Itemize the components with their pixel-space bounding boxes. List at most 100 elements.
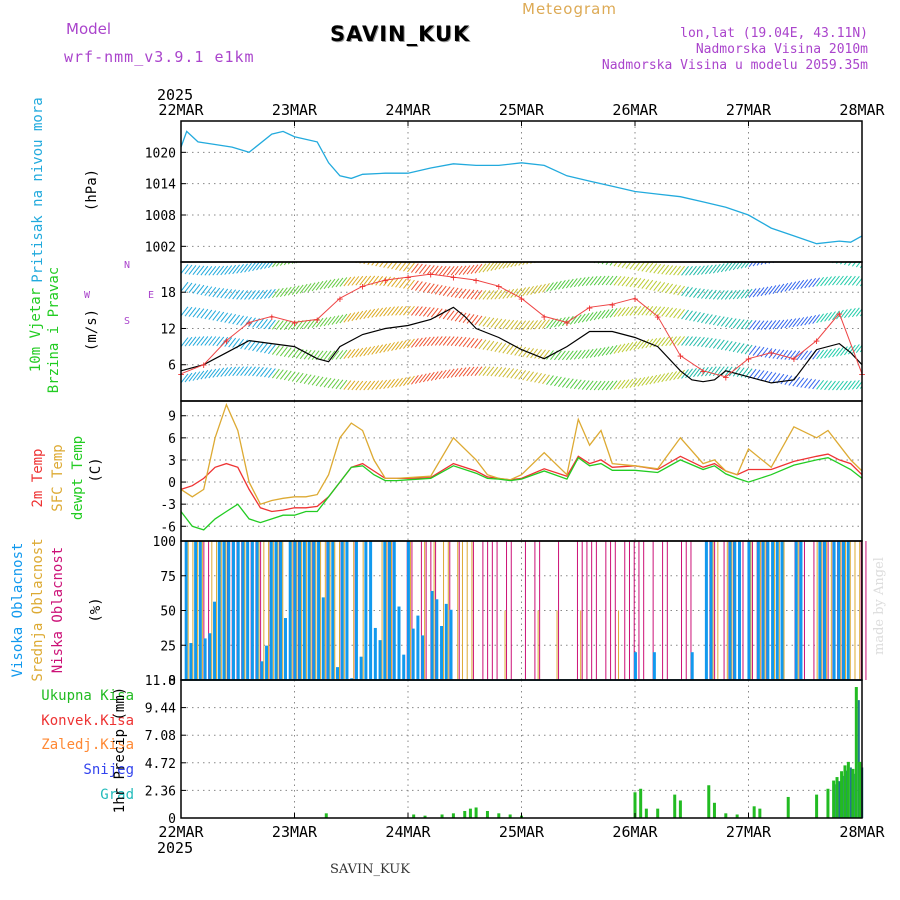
cloud-high-bar xyxy=(222,541,226,680)
wind-barb xyxy=(240,366,248,376)
wind-barb xyxy=(724,317,733,328)
wind-barb xyxy=(824,348,832,359)
precip-total-bar xyxy=(474,807,478,818)
wind-barb xyxy=(446,310,455,320)
cloud-high-bar xyxy=(246,541,250,680)
watermark: made by Angel xyxy=(872,557,887,655)
wind-barb xyxy=(474,263,483,274)
wind-barb xyxy=(554,317,562,328)
wind-barb xyxy=(550,281,558,292)
wind-barb xyxy=(502,343,511,354)
wind-barb xyxy=(744,319,753,330)
wind-barb xyxy=(466,366,475,377)
cloud-high-bar xyxy=(397,606,401,680)
wind-barb xyxy=(597,275,606,286)
y-tick-label: 3 xyxy=(168,454,176,469)
wind-barb xyxy=(323,279,332,290)
wind-barb xyxy=(824,276,832,286)
wind-barb xyxy=(855,344,862,353)
wind-barb xyxy=(554,280,562,291)
wind-barb xyxy=(561,279,570,289)
wind-barb xyxy=(565,378,574,389)
wind-barb xyxy=(387,262,394,269)
wind-barb xyxy=(712,263,721,274)
wind-barb xyxy=(228,366,237,377)
footer-station: SAVIN_KUK xyxy=(330,862,410,877)
cloud-high-bar xyxy=(227,541,231,680)
wind-barb xyxy=(780,349,789,360)
wind-barb xyxy=(422,336,431,347)
wind-barb xyxy=(609,344,618,355)
wind-barb xyxy=(279,287,288,297)
wind-barb xyxy=(450,368,459,378)
wind-barb xyxy=(414,306,423,316)
wind-barb xyxy=(434,285,443,295)
x-tick-bottom: 22MAR xyxy=(158,823,204,841)
wind-barb xyxy=(283,286,292,297)
wind-barb xyxy=(514,262,519,267)
wind-barb xyxy=(609,380,618,391)
wind-barb xyxy=(220,367,229,377)
cloud-high-bar xyxy=(364,541,368,680)
wind-barb xyxy=(716,263,725,273)
wind-barb xyxy=(323,316,332,327)
wind-barb xyxy=(224,313,233,323)
wind-barb xyxy=(359,347,368,357)
wind-barb xyxy=(851,380,860,390)
wind-barb xyxy=(506,319,515,330)
wind-barb xyxy=(546,253,553,262)
wind-barb xyxy=(248,340,256,351)
wind-barb xyxy=(665,307,674,318)
wind-barb xyxy=(665,336,674,347)
panel-frame xyxy=(180,400,863,542)
y-tick-label: 0 xyxy=(168,812,176,827)
wind-barb xyxy=(510,320,519,330)
wind-barb xyxy=(820,380,828,390)
wind-barb xyxy=(438,309,447,319)
wind-barb xyxy=(828,348,836,358)
wind-barb xyxy=(312,252,319,261)
wind-barb xyxy=(677,309,685,319)
model-label: Model xyxy=(66,20,112,38)
wind-barb xyxy=(732,367,741,377)
wind-barb xyxy=(629,341,638,351)
wind-barb xyxy=(450,265,459,276)
wind-barb xyxy=(518,370,527,380)
wind-barb xyxy=(200,308,209,319)
wind-barb xyxy=(458,312,467,323)
x-tick-top: 25MAR xyxy=(499,101,545,119)
cloud-high-bar xyxy=(780,541,784,680)
wind-barb xyxy=(181,373,189,384)
x-tick-bottom: 25MAR xyxy=(499,823,545,841)
wind-barb xyxy=(804,278,813,289)
wind-barb xyxy=(732,342,741,353)
wind-barb xyxy=(331,379,340,389)
wind-barb xyxy=(240,339,248,350)
wind-barb xyxy=(248,317,256,328)
cloud-high-bar xyxy=(250,541,254,680)
wind-barb xyxy=(522,347,531,358)
high-cloud-label: Visoka Oblacnost xyxy=(10,543,26,678)
wind-barb xyxy=(557,350,566,361)
wind-barb xyxy=(212,368,221,378)
wind-barb xyxy=(780,262,782,263)
wind-barb xyxy=(788,350,797,361)
wind-barb xyxy=(359,380,368,391)
wind-dir-s: S xyxy=(124,316,130,327)
pressure-unit: (hPa) xyxy=(84,169,100,211)
wind-barb xyxy=(557,317,566,327)
wind-barb xyxy=(502,319,511,330)
wind-barb xyxy=(760,286,769,297)
wind-barb xyxy=(236,315,245,326)
wind-barb xyxy=(295,284,304,295)
cloud-high-bar xyxy=(440,626,444,680)
wind-barb xyxy=(279,262,284,266)
wind-barb xyxy=(307,375,316,385)
wind-barb xyxy=(367,345,376,356)
wind-barb xyxy=(720,262,729,273)
precip-total-bar xyxy=(423,815,427,818)
wind-barb xyxy=(422,306,431,317)
wind-barb xyxy=(200,285,209,296)
cloud-high-bar xyxy=(737,541,741,680)
wind-barb xyxy=(299,349,308,360)
